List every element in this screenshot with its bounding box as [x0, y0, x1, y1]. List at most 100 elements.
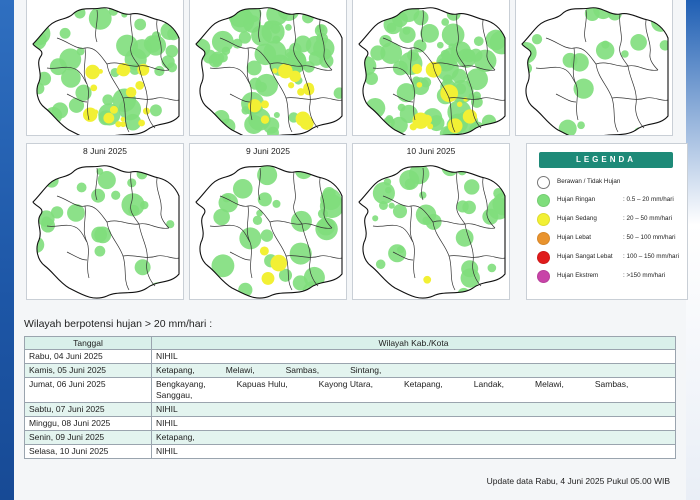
province-border — [521, 7, 669, 135]
province-border — [358, 165, 506, 299]
legend-item: Hujan Sedang : 20 – 50 mm/hari — [537, 212, 687, 228]
cell-date: Sabtu, 07 Juni 2025 — [24, 402, 152, 417]
district-border — [421, 9, 424, 43]
legend-range: : 0.5 – 20 mm/hari — [623, 196, 674, 203]
rainfall-map — [358, 7, 506, 135]
district-border — [584, 9, 587, 43]
district-border — [611, 97, 669, 101]
region-name: NIHIL — [156, 446, 178, 456]
table-row: Kamis, 05 Juni 2025 Ketapang, Melawi, Samba… — [24, 363, 676, 378]
district-border — [130, 171, 140, 225]
district-border — [555, 93, 577, 103]
region-name: Kapuas Hulu, — [236, 379, 288, 389]
district-border — [122, 255, 180, 259]
cell-regions: Ketapang, — [151, 430, 676, 445]
legend-range: : >150 mm/hari — [623, 272, 666, 279]
district-border — [293, 13, 303, 67]
district-border — [293, 171, 303, 225]
region-name: Sambas, — [285, 365, 320, 375]
rainfall-map — [358, 165, 506, 299]
legend-range: : 50 – 100 mm/hari — [623, 234, 676, 241]
district-border — [301, 223, 319, 287]
district-border — [372, 66, 414, 85]
province-border — [358, 7, 506, 135]
legend-range: : 100 – 150 mm/hari — [623, 253, 680, 260]
district-border — [482, 19, 496, 71]
district-border — [229, 251, 251, 261]
map-panel-9-juni: 9 Juni 2025 — [189, 143, 347, 300]
district-border — [229, 93, 251, 103]
district-border — [46, 66, 88, 85]
rainfall-map — [195, 7, 343, 135]
legend-swatch — [537, 176, 550, 189]
district-border — [448, 97, 506, 101]
legend-item: Hujan Lebat : 50 – 100 mm/hari — [537, 231, 687, 247]
district-border — [372, 224, 414, 243]
legend-label: Hujan Sedang — [557, 215, 597, 222]
legend-swatch — [537, 270, 550, 283]
table-row: Rabu, 04 Juni 2025 NIHIL — [24, 349, 676, 364]
cell-date: Senin, 09 Juni 2025 — [24, 430, 152, 445]
district-border — [456, 171, 466, 225]
rainfall-layer — [522, 7, 668, 135]
rainfall-map — [32, 165, 180, 299]
legend-label: Hujan Ekstrem — [557, 272, 599, 279]
legend-swatch — [537, 232, 550, 245]
map-panel-3 — [352, 0, 510, 136]
header-tanggal: Tanggal — [24, 336, 152, 350]
region-name: NIHIL — [156, 351, 178, 361]
region-name: Ketapang, — [404, 379, 443, 389]
legend-item: Hujan Ekstrem : >150 mm/hari — [537, 269, 687, 285]
region-name: NIHIL — [156, 418, 178, 428]
district-border — [138, 223, 156, 287]
district-border — [464, 223, 482, 287]
district-border — [258, 9, 261, 43]
table-row: Senin, 09 Juni 2025 Ketapang, — [24, 430, 676, 445]
legend-title: LEGENDA — [539, 152, 673, 168]
legend-swatch — [537, 251, 550, 264]
table-row: Sabtu, 07 Juni 2025 NIHIL — [24, 402, 676, 417]
district-border — [456, 13, 466, 67]
district-border — [66, 251, 88, 261]
legend-label: Hujan Sangat Lebat — [557, 253, 613, 260]
district-border — [285, 255, 343, 259]
province-border — [195, 165, 343, 299]
cell-regions: Bengkayang, Kapuas Hulu, Kayong Utara, Keta… — [151, 377, 676, 403]
map-panel-8-juni: 8 Juni 2025 — [26, 143, 184, 300]
district-border — [258, 167, 261, 201]
table-body: Rabu, 04 Juni 2025 NIHIL Kamis, 05 Juni 20… — [24, 349, 676, 459]
district-border — [645, 19, 659, 71]
district-border — [138, 65, 156, 129]
legend-swatch — [537, 213, 550, 226]
district-border — [464, 65, 482, 129]
legend-range: : 20 – 50 mm/hari — [623, 215, 672, 222]
region-name: Bengkayang, — [156, 379, 206, 389]
cell-date: Minggu, 08 Juni 2025 — [24, 416, 152, 431]
region-name: Kayong Utara, — [318, 379, 374, 389]
legend-label: Berawan / Tidak Hujan — [557, 178, 621, 185]
district-border — [209, 66, 251, 85]
district-border — [448, 255, 506, 259]
district-border — [482, 177, 496, 229]
region-name: Ketapang, — [156, 432, 195, 442]
district-border — [301, 65, 319, 129]
district-border — [46, 224, 88, 243]
region-name: Sintang, — [350, 365, 382, 375]
wilayah-title: Wilayah berpotensi hujan > 20 mm/hari : — [24, 318, 213, 330]
table-row: Jumat, 06 Juni 2025 Bengkayang, Kapuas Hul… — [24, 377, 676, 403]
province-border — [32, 7, 180, 135]
district-border — [95, 9, 98, 43]
district-border — [319, 19, 333, 71]
district-border — [392, 93, 414, 103]
province-border — [32, 165, 180, 299]
cell-date: Jumat, 06 Juni 2025 — [24, 377, 152, 403]
rainfall-map — [195, 165, 343, 299]
header-wilayah: Wilayah Kab./Kota — [151, 336, 676, 350]
region-name: Sanggau, — [156, 390, 193, 400]
legend-panel: LEGENDA Berawan / Tidak Hujan Hujan Ring… — [526, 143, 688, 300]
region-name: Ketapang, — [156, 365, 195, 375]
legend-item: Hujan Ringan : 0.5 – 20 mm/hari — [537, 193, 687, 209]
district-border — [156, 177, 170, 229]
cell-regions: NIHIL — [151, 349, 676, 364]
legend-swatch — [537, 194, 550, 207]
